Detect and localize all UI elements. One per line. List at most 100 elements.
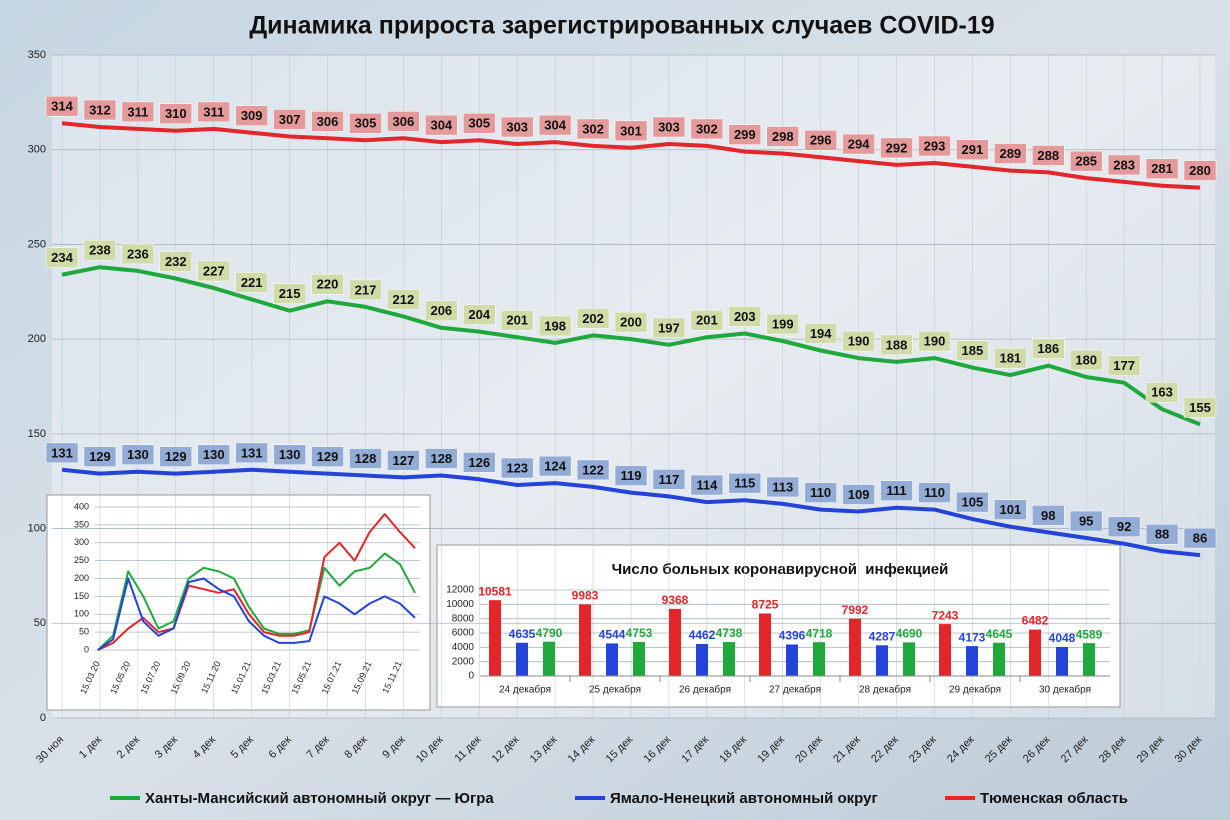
value-label-box bbox=[1032, 338, 1065, 359]
value-label-box bbox=[918, 330, 951, 352]
value-label: 4635 bbox=[509, 627, 536, 641]
value-label-box bbox=[1069, 150, 1103, 172]
value-label: 232 bbox=[165, 254, 187, 269]
bar bbox=[876, 645, 888, 676]
bar-title: Число больных коронавирусной инфекцией bbox=[612, 561, 949, 578]
value-label: 131 bbox=[51, 445, 73, 460]
value-label-box bbox=[121, 444, 155, 465]
value-label: 311 bbox=[203, 104, 224, 119]
value-label-box bbox=[349, 279, 382, 301]
value-label: 206 bbox=[430, 303, 452, 318]
x-tick-label: 26 декабря bbox=[679, 684, 731, 696]
bar bbox=[606, 643, 618, 676]
value-label-box bbox=[652, 469, 686, 490]
value-label-box bbox=[463, 452, 496, 473]
legend-label: Ямало-Ненецкий автономный округ bbox=[610, 790, 878, 807]
value-label-box bbox=[235, 105, 268, 126]
value-label-box bbox=[652, 116, 686, 138]
y-tick-label: 250 bbox=[28, 238, 46, 250]
value-label: 201 bbox=[696, 313, 718, 328]
x-tick-label: 27 декабря bbox=[769, 684, 821, 696]
value-label-box bbox=[425, 114, 458, 136]
value-label-box bbox=[614, 120, 648, 142]
value-label: 309 bbox=[241, 108, 263, 123]
value-label: 311 bbox=[127, 104, 148, 119]
bar bbox=[849, 618, 861, 676]
value-label-box bbox=[1145, 524, 1179, 545]
value-label: 105 bbox=[962, 495, 984, 510]
value-label: 185 bbox=[962, 343, 984, 358]
value-label: 227 bbox=[203, 263, 225, 278]
value-label: 304 bbox=[430, 118, 452, 133]
value-label-box bbox=[463, 112, 496, 134]
y-tick-label: 50 bbox=[34, 617, 46, 629]
value-label: 119 bbox=[621, 468, 642, 483]
value-label-box bbox=[576, 459, 610, 481]
value-label: 110 bbox=[924, 485, 945, 500]
bar bbox=[669, 608, 681, 676]
value-label-box bbox=[1145, 158, 1179, 179]
value-label-box bbox=[1145, 381, 1179, 403]
value-label: 117 bbox=[658, 472, 679, 487]
bar bbox=[939, 624, 951, 676]
value-label-box bbox=[1032, 145, 1065, 166]
bar bbox=[786, 644, 798, 676]
y-tick-label: 200 bbox=[74, 573, 89, 583]
value-label-box bbox=[349, 448, 382, 469]
x-tick-label: 24 декабря bbox=[499, 684, 551, 696]
y-tick-label: 300 bbox=[74, 537, 89, 547]
y-tick-label: 12000 bbox=[446, 585, 474, 596]
legend-label: Тюменская область bbox=[980, 790, 1128, 807]
value-label: 217 bbox=[355, 282, 377, 297]
value-label-box bbox=[1107, 355, 1141, 376]
value-label: 101 bbox=[999, 502, 1021, 517]
y-tick-label: 0 bbox=[468, 671, 474, 682]
value-label: 109 bbox=[848, 487, 870, 502]
bar bbox=[489, 600, 501, 676]
value-label-box bbox=[880, 137, 913, 159]
series-line bbox=[97, 577, 416, 651]
value-label-box bbox=[273, 283, 306, 304]
value-label: 188 bbox=[886, 337, 908, 352]
value-label-box bbox=[1107, 154, 1141, 176]
value-label: 238 bbox=[89, 243, 111, 258]
y-tick-label: 300 bbox=[28, 144, 46, 156]
value-label-box bbox=[690, 309, 724, 331]
value-label: 236 bbox=[127, 246, 149, 261]
bar bbox=[543, 641, 555, 676]
value-label: 92 bbox=[1117, 519, 1131, 534]
value-label: 198 bbox=[544, 318, 566, 333]
value-label-box bbox=[159, 251, 193, 272]
value-label: 186 bbox=[1037, 341, 1059, 356]
value-label: 10581 bbox=[478, 584, 512, 598]
value-label-box bbox=[83, 239, 117, 261]
value-label: 298 bbox=[772, 129, 794, 144]
bar bbox=[759, 613, 771, 676]
value-label-box bbox=[880, 480, 913, 501]
y-tick-label: 4000 bbox=[452, 642, 475, 653]
value-label: 131 bbox=[241, 445, 263, 460]
value-label-box bbox=[425, 300, 458, 322]
value-label: 203 bbox=[734, 309, 756, 324]
value-label-box bbox=[766, 126, 799, 147]
bar bbox=[696, 644, 708, 676]
value-label: 110 bbox=[810, 485, 831, 500]
value-label: 291 bbox=[962, 142, 984, 157]
value-label-box bbox=[728, 472, 762, 494]
value-label-box bbox=[197, 101, 230, 123]
value-label: 296 bbox=[810, 133, 832, 148]
value-label: 234 bbox=[51, 250, 73, 265]
value-label: 303 bbox=[506, 119, 528, 134]
value-label-box bbox=[576, 118, 610, 140]
value-label: 4738 bbox=[716, 626, 743, 640]
value-label: 4544 bbox=[599, 628, 626, 642]
value-label-box bbox=[500, 116, 534, 138]
value-label-box bbox=[1069, 349, 1103, 371]
value-label-box bbox=[45, 442, 79, 464]
y-tick-label: 6000 bbox=[452, 628, 475, 639]
value-label: 130 bbox=[279, 447, 301, 462]
y-tick-label: 100 bbox=[28, 522, 46, 534]
value-label: 302 bbox=[696, 121, 718, 136]
x-tick-label: 25 декабря bbox=[589, 684, 641, 696]
